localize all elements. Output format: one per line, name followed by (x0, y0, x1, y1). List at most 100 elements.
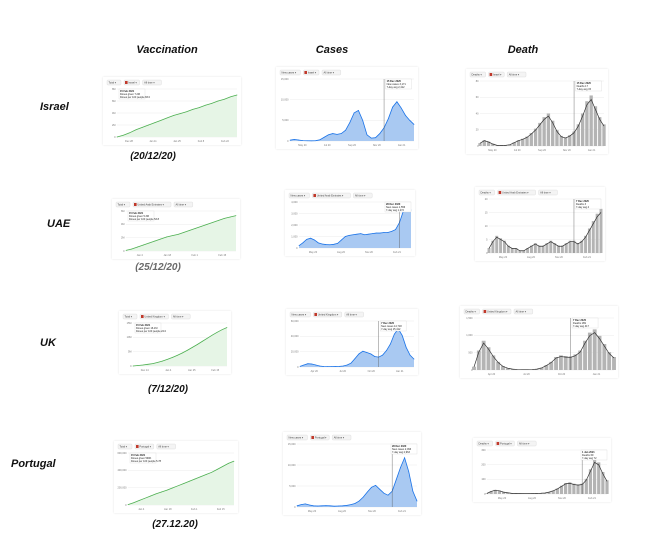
portugal-cases-control-2[interactable]: All time ▾ (332, 434, 352, 441)
portugal-death-xtick-label: Aug 20 (528, 497, 537, 500)
portugal-vaccination-xtick-label: Feb 15 (217, 508, 225, 511)
portugal-vaccination-control-0[interactable]: Total ▾ (117, 443, 133, 450)
uae-vaccination-point (212, 221, 214, 223)
israel-death-control-1[interactable]: Israel ▾ (488, 71, 505, 78)
uae-cases-point (333, 243, 335, 245)
uk-death-xtick-label: Oct 20 (558, 373, 566, 376)
uae-death-flag-icon (498, 191, 502, 194)
portugal-vaccination-point (222, 466, 224, 467)
uae-vaccination-point (195, 227, 196, 229)
portugal-cases-point (416, 500, 418, 502)
uk-death-xtick-label: Jan 21 (593, 373, 601, 376)
israel-vaccination-point (198, 107, 200, 108)
portugal-cases-control-0[interactable]: New cases ▾ (286, 434, 308, 441)
israel-cases-control-0[interactable]: New cases ▾ (279, 69, 301, 76)
uk-death-bar (597, 335, 602, 370)
chart-panel-uk-death: Deaths ▾ United Kingdom ▾ All time ▾ 0 500 1,… (460, 306, 618, 378)
israel-vaccination-xtick-label: Jan 25 (173, 140, 181, 143)
uk-death-control-2[interactable]: All time ▾ (513, 308, 533, 315)
uk-death-control-0[interactable]: Deaths ▾ (463, 308, 480, 315)
uk-vaccination-control-0[interactable]: Total ▾ (122, 313, 138, 320)
uae-cases-tooltip-line: New cases 1,556 (386, 206, 406, 209)
portugal-vaccination-point (161, 491, 162, 493)
uae-death-tooltip-line: 7-day avg 4 (576, 206, 590, 209)
israel-cases-point (319, 139, 321, 141)
uae-vaccination-tooltip-line: 15 Feb 2021 (129, 212, 144, 215)
uae-vaccination-point (160, 238, 162, 240)
uae-cases-chart: New cases ▾ United Arab Emirates ▾ All tim… (288, 192, 412, 254)
israel-vaccination-xtick-label: Feb 8 (198, 140, 205, 143)
uk-cases-tooltip-line: 7-day avg 15,412 (381, 328, 401, 331)
uae-cases-control-1[interactable]: United Arab Emirates ▾ (312, 192, 351, 199)
israel-death-ytick-label: 0 (477, 145, 479, 148)
uk-cases-line (299, 328, 415, 368)
uae-cases-xtick-label: May 20 (309, 251, 318, 254)
portugal-vaccination-point (133, 502, 134, 504)
portugal-death-bar (489, 491, 493, 494)
uk-vaccination-control-2[interactable]: All time ▾ (171, 313, 191, 320)
uae-vaccination-control-1[interactable]: United Arab Emirates ▾ (132, 201, 172, 208)
portugal-death-control-0[interactable]: Deaths ▾ (476, 440, 493, 447)
uk-cases-ytick-label: 20,000 (291, 351, 299, 354)
uk-cases-xtick-label: Jan 21 (396, 370, 404, 373)
uae-death-bar (510, 248, 514, 253)
portugal-cases-control-label-2: All time ▾ (334, 436, 345, 440)
israel-vaccination-point (129, 132, 130, 134)
uae-vaccination-point (235, 215, 237, 217)
uae-cases-point (372, 233, 373, 234)
uae-death-bar (526, 248, 530, 253)
israel-vaccination-control-0[interactable]: Total ▾ (106, 79, 122, 86)
portugal-cases-control-1[interactable]: Portugal ▾ (310, 434, 330, 441)
uk-vaccination-control-1[interactable]: United Kingdom ▾ (139, 313, 169, 320)
portugal-vaccination-chart: Total ▾ Portugal ▾ All time ▾ 0 200,000 400,0… (117, 443, 235, 511)
uae-death-bar (487, 248, 491, 253)
israel-cases-line (289, 101, 415, 142)
uk-cases-point (370, 353, 372, 355)
portugal-cases-point (346, 505, 348, 506)
uk-cases-point (354, 358, 356, 359)
uae-vaccination-point (125, 249, 127, 251)
portugal-death-control-2[interactable]: All time ▾ (517, 440, 537, 447)
uae-cases-ytick-label: 1,000 (291, 235, 298, 238)
uk-death-bar (602, 344, 607, 370)
uk-cases-control-2[interactable]: All time ▾ (344, 311, 364, 318)
israel-cases-point (302, 140, 304, 141)
uae-vaccination-control-2[interactable]: All time ▾ (173, 201, 193, 208)
uae-cases-control-label-2: All time ▾ (355, 194, 366, 198)
portugal-vaccination-tooltip-line: Doses given 590K (131, 457, 152, 460)
uae-cases-point (337, 243, 338, 244)
portugal-vaccination-control-2[interactable]: All time ▾ (156, 443, 176, 450)
israel-vaccination-control-2[interactable]: All time ▾ (142, 79, 162, 86)
uae-death-bar (560, 245, 564, 253)
uae-death-average-line (488, 212, 602, 252)
uk-cases-control-1[interactable]: United Kingdom ▾ (313, 311, 342, 318)
uae-cases-control-0[interactable]: New cases ▾ (288, 192, 310, 199)
uk-vaccination-xtick-label: Jan 25 (188, 369, 196, 372)
uae-death-control-2[interactable]: All time ▾ (538, 189, 558, 196)
chart-panel-uae-vaccination: Total ▾ United Arab Emirates ▾ All time ▾ 0… (112, 199, 240, 259)
portugal-death-xtick-label: Nov 20 (558, 497, 567, 500)
row-label-israel: Israel (40, 101, 69, 113)
portugal-vaccination-control-1[interactable]: Portugal ▾ (134, 443, 154, 450)
uae-death-control-1[interactable]: United Arab Emirates ▾ (497, 189, 536, 196)
uae-cases-point (302, 242, 304, 244)
uae-cases-control-2[interactable]: All time ▾ (353, 192, 373, 199)
uae-vaccination-control-0[interactable]: Total ▾ (115, 201, 131, 208)
israel-death-control-0[interactable]: Deaths ▾ (469, 71, 486, 78)
israel-death-control-2[interactable]: All time ▾ (507, 71, 527, 78)
uk-vaccination-point (177, 354, 178, 356)
israel-cases-control-1[interactable]: Israel ▾ (303, 69, 320, 76)
uk-vaccination-ytick-label: 0 (130, 365, 132, 368)
uk-cases-control-0[interactable]: New cases ▾ (289, 311, 311, 318)
uk-vaccination-ytick-label: 15M (127, 322, 132, 325)
israel-vaccination-control-1[interactable]: Israel ▾ (123, 79, 140, 86)
uk-vaccination-ytick-label: 10M (127, 336, 132, 339)
uk-death-control-1[interactable]: United Kingdom ▾ (482, 308, 512, 315)
israel-death-control-label-2: All time ▾ (509, 73, 520, 77)
uae-death-bar (576, 243, 580, 253)
portugal-death-control-1[interactable]: Portugal ▾ (495, 440, 515, 447)
israel-cases-control-2[interactable]: All time ▾ (321, 69, 341, 76)
uae-death-control-0[interactable]: Deaths ▾ (478, 189, 495, 196)
portugal-death-ytick-label: 100 (481, 478, 486, 481)
